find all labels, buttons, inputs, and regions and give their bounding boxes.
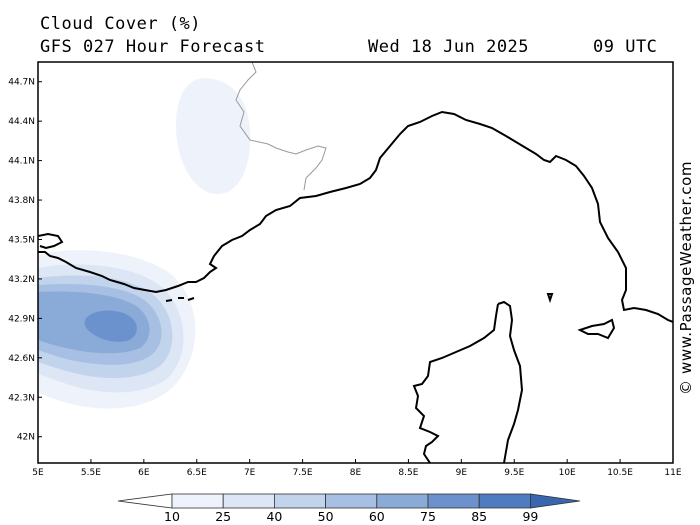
- colorbar-high-arrow: [530, 493, 581, 509]
- lat-tick-label: 43.2N: [8, 275, 35, 285]
- map-title: Cloud Cover (%): [40, 14, 202, 34]
- colorbar-label: 40: [266, 509, 282, 524]
- lat-tick-label: 42.6N: [8, 354, 35, 364]
- colorbar-segment: [171, 493, 224, 509]
- lon-tick-label: 10E: [559, 468, 576, 478]
- lat-tick-label: 44.1N: [8, 157, 35, 167]
- colorbar-label: 10: [164, 509, 180, 524]
- colorbar-segment: [222, 493, 275, 509]
- colorbar-label: 85: [471, 509, 487, 524]
- lon-tick-label: 5.5E: [81, 468, 101, 478]
- lon-tick-label: 8E: [350, 468, 362, 478]
- lon-tick-label: 8.5E: [398, 468, 418, 478]
- cloud-cover-field: [38, 62, 673, 463]
- cloud-cover-colorbar: 10 25 40 50 60 75 85 99: [117, 493, 581, 524]
- colorbar-low-arrow: [117, 493, 173, 509]
- colorbar-label: 60: [369, 509, 385, 524]
- lat-tick-label: 44.4N: [8, 117, 35, 127]
- colorbar-label: 50: [318, 509, 334, 524]
- lat-tick-label: 42N: [17, 433, 35, 443]
- lon-tick-label: 11E: [664, 468, 681, 478]
- forecast-model: GFS 027 Hour Forecast: [40, 37, 266, 57]
- lat-tick-label: 44.7N: [8, 78, 35, 88]
- longitude-axis: 5E 5.5E 6E 6.5E 7E 7.5E 8E 8.5E 9E 9.5E 10E 10.5E 11…: [32, 459, 682, 478]
- colorbar-segment: [376, 493, 429, 509]
- lon-tick-label: 9.5E: [504, 468, 524, 478]
- colorbar-segment: [273, 493, 326, 509]
- lon-tick-label: 10.5E: [607, 468, 633, 478]
- lon-tick-label: 7.5E: [293, 468, 313, 478]
- lat-tick-label: 43.8N: [8, 196, 35, 206]
- lat-tick-label: 42.3N: [8, 393, 35, 403]
- forecast-date: Wed 18 Jun 2025: [368, 37, 530, 57]
- lat-tick-label: 42.9N: [8, 314, 35, 324]
- latitude-axis: 44.7N 44.4N 44.1N 43.8N 43.5N 43.2N 42.9N 42.6N…: [8, 78, 42, 443]
- lon-tick-label: 6E: [138, 468, 150, 478]
- colorbar-segment: [478, 493, 531, 509]
- colorbar-segment: [325, 493, 378, 509]
- colorbar-label: 75: [420, 509, 436, 524]
- colorbar-label: 99: [522, 509, 538, 524]
- website-credit: © www.PassageWeather.com: [677, 160, 695, 395]
- forecast-time: 09 UTC: [593, 37, 658, 57]
- lon-tick-label: 6.5E: [187, 468, 207, 478]
- colorbar-label: 25: [215, 509, 231, 524]
- lon-tick-label: 7E: [244, 468, 256, 478]
- colorbar-segment: [427, 493, 480, 509]
- lon-tick-label: 5E: [32, 468, 44, 478]
- lon-tick-label: 9E: [456, 468, 468, 478]
- lat-tick-label: 43.5N: [8, 235, 35, 245]
